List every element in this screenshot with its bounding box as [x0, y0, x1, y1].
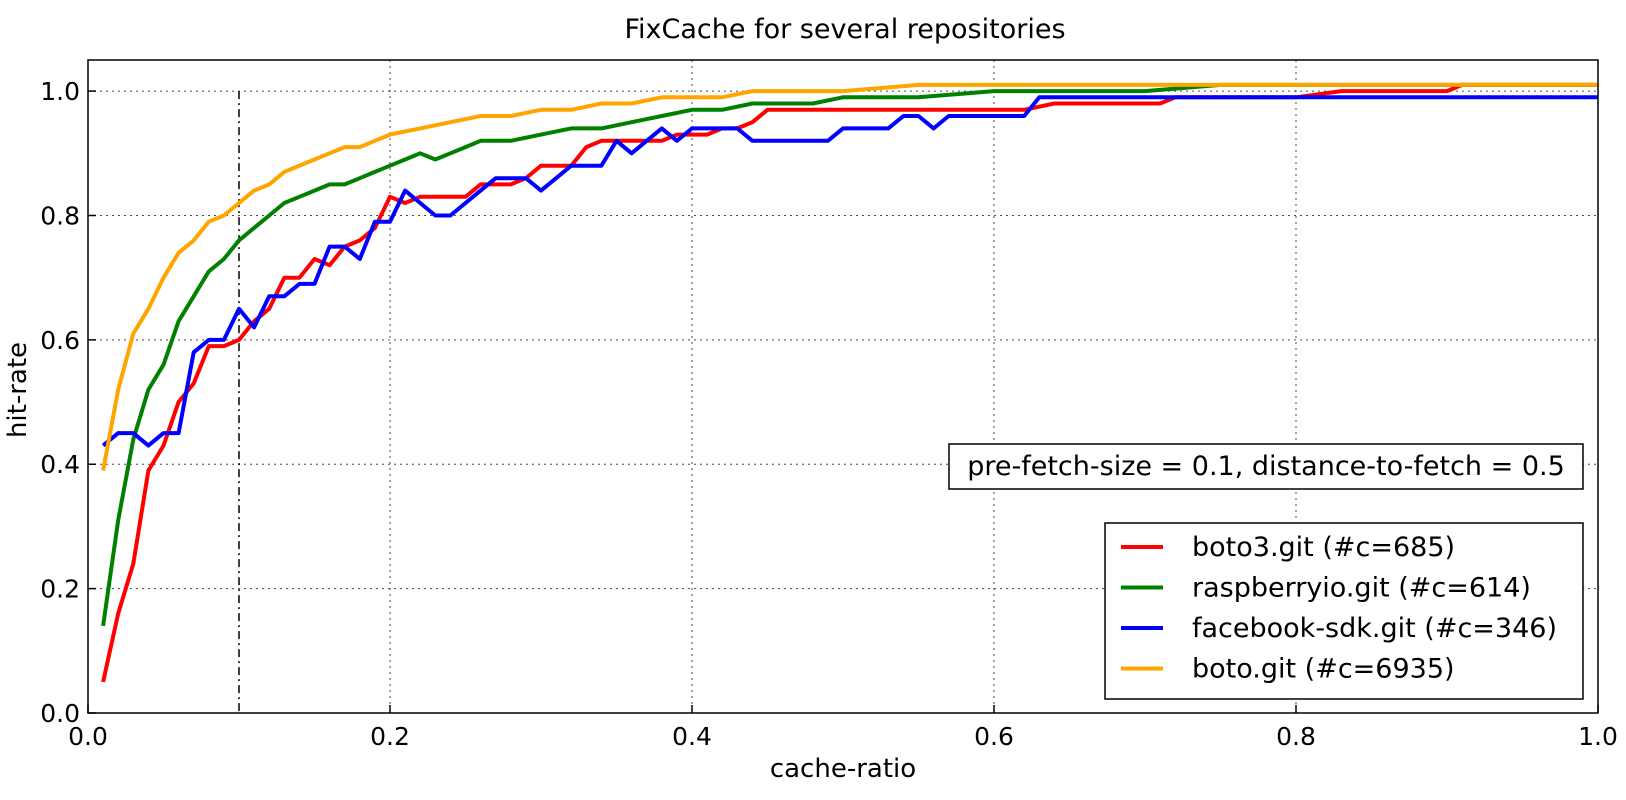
series-line-3: [101, 82, 1598, 471]
y-tick-label: 1.0: [40, 77, 80, 106]
annotation-frame: [948, 443, 1584, 490]
y-tick-label: 0.2: [40, 575, 80, 604]
annotation-box: pre-fetch-size = 0.1, distance-to-fetch …: [948, 443, 1584, 490]
legend-frame: [1104, 522, 1584, 700]
x-tick-label: 0.8: [1276, 722, 1316, 751]
x-tick-label: 0.0: [68, 722, 108, 751]
x-tick-label: 1.0: [1578, 722, 1618, 751]
legend-label-1: raspberryio.git (#c=614): [1192, 573, 1531, 604]
y-tick-label: 0.6: [40, 326, 80, 355]
legend-label-0: boto3.git (#c=685): [1192, 532, 1455, 563]
legend: boto3.git (#c=685) raspberryio.git (#c=61…: [1104, 522, 1584, 700]
x-tick-label: 0.6: [974, 722, 1014, 751]
y-tick-label: 0.8: [40, 201, 80, 230]
series-line-2: [101, 95, 1598, 448]
annotation-text: pre-fetch-size = 0.1, distance-to-fetch …: [967, 451, 1565, 482]
series-lines: [101, 82, 1598, 683]
y-tick-label: 0.4: [40, 450, 80, 479]
y-tick-label: 0.0: [40, 699, 80, 728]
chart-title: FixCache for several repositories: [624, 14, 1065, 45]
y-axis-label: hit-rate: [3, 342, 33, 438]
plot-frame: [87, 59, 1599, 714]
legend-label-3: boto.git (#c=6935): [1192, 654, 1455, 685]
tick-labels: 0.0 0.2 0.4 0.6 0.8 1.0 0.0 0.2 0.4 0.6 0.8 1.0: [40, 77, 1618, 751]
legend-label-2: facebook-sdk.git (#c=346): [1192, 613, 1557, 644]
x-axis-label: cache-ratio: [770, 754, 916, 784]
series-line-1: [101, 82, 1598, 627]
x-tick-label: 0.2: [370, 722, 410, 751]
x-tick-label: 0.4: [672, 722, 712, 751]
